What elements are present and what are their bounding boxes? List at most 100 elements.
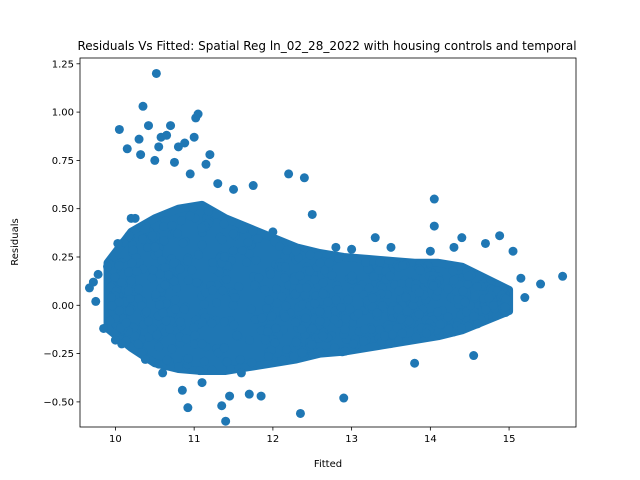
data-point — [138, 101, 148, 111]
data-point — [415, 265, 425, 275]
data-point — [159, 221, 169, 231]
data-point — [197, 223, 207, 233]
data-point — [516, 273, 526, 283]
data-point — [315, 307, 325, 317]
data-point — [396, 314, 406, 324]
data-point — [114, 306, 124, 316]
data-point — [414, 287, 424, 297]
data-point — [290, 317, 300, 327]
data-point — [397, 279, 407, 289]
data-point — [166, 121, 176, 131]
x-tick-label: 11 — [188, 434, 201, 445]
data-point — [327, 270, 337, 280]
data-point — [91, 296, 101, 306]
data-point — [481, 305, 491, 315]
data-point — [343, 295, 353, 305]
data-point — [297, 324, 307, 334]
data-point — [219, 219, 229, 229]
data-point — [310, 299, 320, 309]
data-point — [163, 270, 173, 280]
data-point — [234, 282, 244, 292]
data-point — [443, 312, 453, 322]
data-point — [160, 263, 170, 273]
data-point — [143, 121, 153, 131]
data-point — [167, 344, 177, 354]
data-point — [339, 393, 349, 403]
data-point — [435, 319, 445, 329]
data-point — [151, 68, 161, 78]
data-point — [463, 279, 473, 289]
data-point — [300, 290, 310, 300]
data-point — [171, 283, 181, 293]
data-point — [169, 157, 179, 167]
data-point — [315, 316, 325, 326]
data-point — [448, 266, 458, 276]
data-point — [219, 317, 229, 327]
data-point — [372, 308, 382, 318]
data-point — [189, 132, 199, 142]
data-point — [228, 229, 238, 239]
data-point — [295, 408, 305, 418]
data-point — [280, 262, 290, 272]
data-point — [260, 335, 270, 345]
data-point — [193, 109, 203, 119]
data-point — [138, 234, 148, 244]
data-point — [189, 339, 199, 349]
data-point — [114, 124, 124, 134]
data-point — [340, 324, 350, 334]
data-point — [453, 294, 463, 304]
data-point — [340, 346, 350, 356]
y-tick-label: 0.00 — [52, 301, 74, 312]
data-point — [315, 258, 325, 268]
data-point — [161, 316, 171, 326]
data-point — [421, 328, 431, 338]
data-point — [218, 286, 228, 296]
data-point — [500, 302, 510, 312]
data-point — [253, 234, 263, 244]
data-point — [271, 323, 281, 333]
data-point — [183, 403, 193, 413]
data-point — [429, 281, 439, 291]
data-point — [114, 297, 124, 307]
data-point — [378, 301, 388, 311]
x-tick-label: 10 — [109, 434, 122, 445]
data-point — [469, 311, 479, 321]
data-point — [221, 416, 231, 426]
data-point — [125, 306, 135, 316]
data-point — [110, 272, 120, 282]
data-point — [134, 284, 144, 294]
y-tick-label: −0.50 — [43, 397, 74, 408]
data-point — [394, 286, 404, 296]
data-point — [341, 314, 351, 324]
data-point — [123, 286, 133, 296]
data-point — [211, 209, 221, 219]
data-point — [470, 291, 480, 301]
data-point — [182, 256, 192, 266]
data-point — [199, 356, 209, 366]
data-point — [291, 246, 301, 256]
data-point — [152, 330, 162, 340]
data-point — [192, 278, 202, 288]
data-point — [272, 298, 282, 308]
data-point — [161, 299, 171, 309]
data-point — [169, 276, 179, 286]
data-point — [307, 324, 317, 334]
data-point — [128, 245, 138, 255]
data-point — [305, 250, 315, 260]
data-point — [558, 271, 568, 281]
data-point — [148, 265, 158, 275]
data-point — [158, 368, 168, 378]
data-point — [401, 292, 411, 302]
x-axis-label: Fitted — [314, 459, 342, 470]
data-point — [143, 316, 153, 326]
data-point — [93, 269, 103, 279]
data-point — [205, 150, 215, 160]
data-point — [147, 231, 157, 241]
data-point — [347, 244, 357, 254]
data-point — [188, 203, 198, 213]
data-point — [208, 285, 218, 295]
data-point — [443, 324, 453, 334]
data-point — [353, 284, 363, 294]
data-point — [345, 304, 355, 314]
data-point — [130, 213, 140, 223]
